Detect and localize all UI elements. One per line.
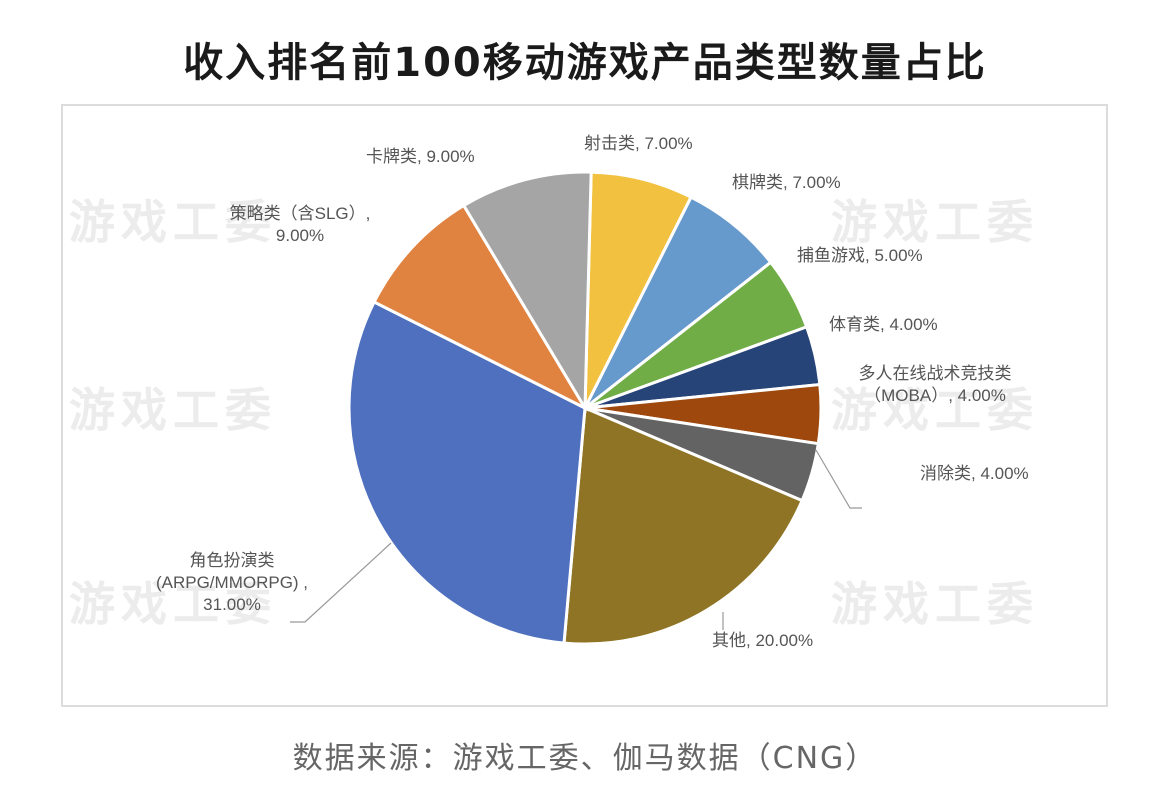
label-fishing: 捕鱼游戏, 5.00%	[797, 246, 923, 265]
pie-slice	[583, 170, 694, 409]
watermark: 游戏工委	[831, 383, 1039, 437]
label-strategy-line1: 策略类（含SLG）,	[229, 204, 371, 223]
label-moba-line1: 多人在线战术竞技类	[858, 364, 1012, 383]
leader-line-match	[815, 449, 862, 509]
label-rpg-line2: (ARPG/MMORPG) ,	[155, 573, 309, 592]
pie-slice	[583, 195, 773, 410]
label-sports: 体育类, 4.00%	[829, 315, 938, 334]
pie-slice	[372, 203, 589, 412]
label-rpg-line3: 31.00%	[203, 595, 261, 614]
label-match: 消除类, 4.00%	[920, 464, 1029, 483]
watermark: 游戏工委	[69, 195, 277, 249]
label-moba-line2: （MOBA）, 4.00%	[864, 386, 1006, 405]
watermark: 游戏工委	[69, 577, 277, 631]
label-moba: 多人在线战术竞技类 （MOBA）, 4.00%	[835, 363, 1035, 407]
label-strategy: 策略类（含SLG）, 9.00%	[200, 203, 400, 247]
label-card: 卡牌类, 9.00%	[366, 147, 475, 166]
label-shooter: 射击类, 7.00%	[584, 134, 693, 153]
label-strategy-line2: 9.00%	[275, 226, 325, 245]
label-rpg-line1: 角色扮演类	[189, 551, 275, 570]
label-board: 棋牌类, 7.00%	[732, 173, 841, 192]
watermark: 游戏工委	[831, 577, 1039, 631]
pie-slice	[347, 299, 587, 645]
pie-slice	[562, 405, 805, 646]
watermark: 游戏工委	[831, 195, 1039, 249]
data-source: 数据来源：游戏工委、伽马数据（CNG）	[292, 741, 878, 776]
watermark: 游戏工委	[69, 383, 277, 437]
leader-line-rpg	[290, 542, 392, 623]
label-rpg: 角色扮演类 (ARPG/MMORPG) , 31.00%	[132, 550, 332, 616]
pie-slice	[461, 170, 593, 414]
label-other: 其他, 20.00%	[712, 631, 814, 650]
leader-lines	[290, 449, 862, 630]
pie-slices	[347, 170, 823, 646]
chart-title: 收入排名前100移动游戏产品类型数量占比	[183, 40, 987, 86]
